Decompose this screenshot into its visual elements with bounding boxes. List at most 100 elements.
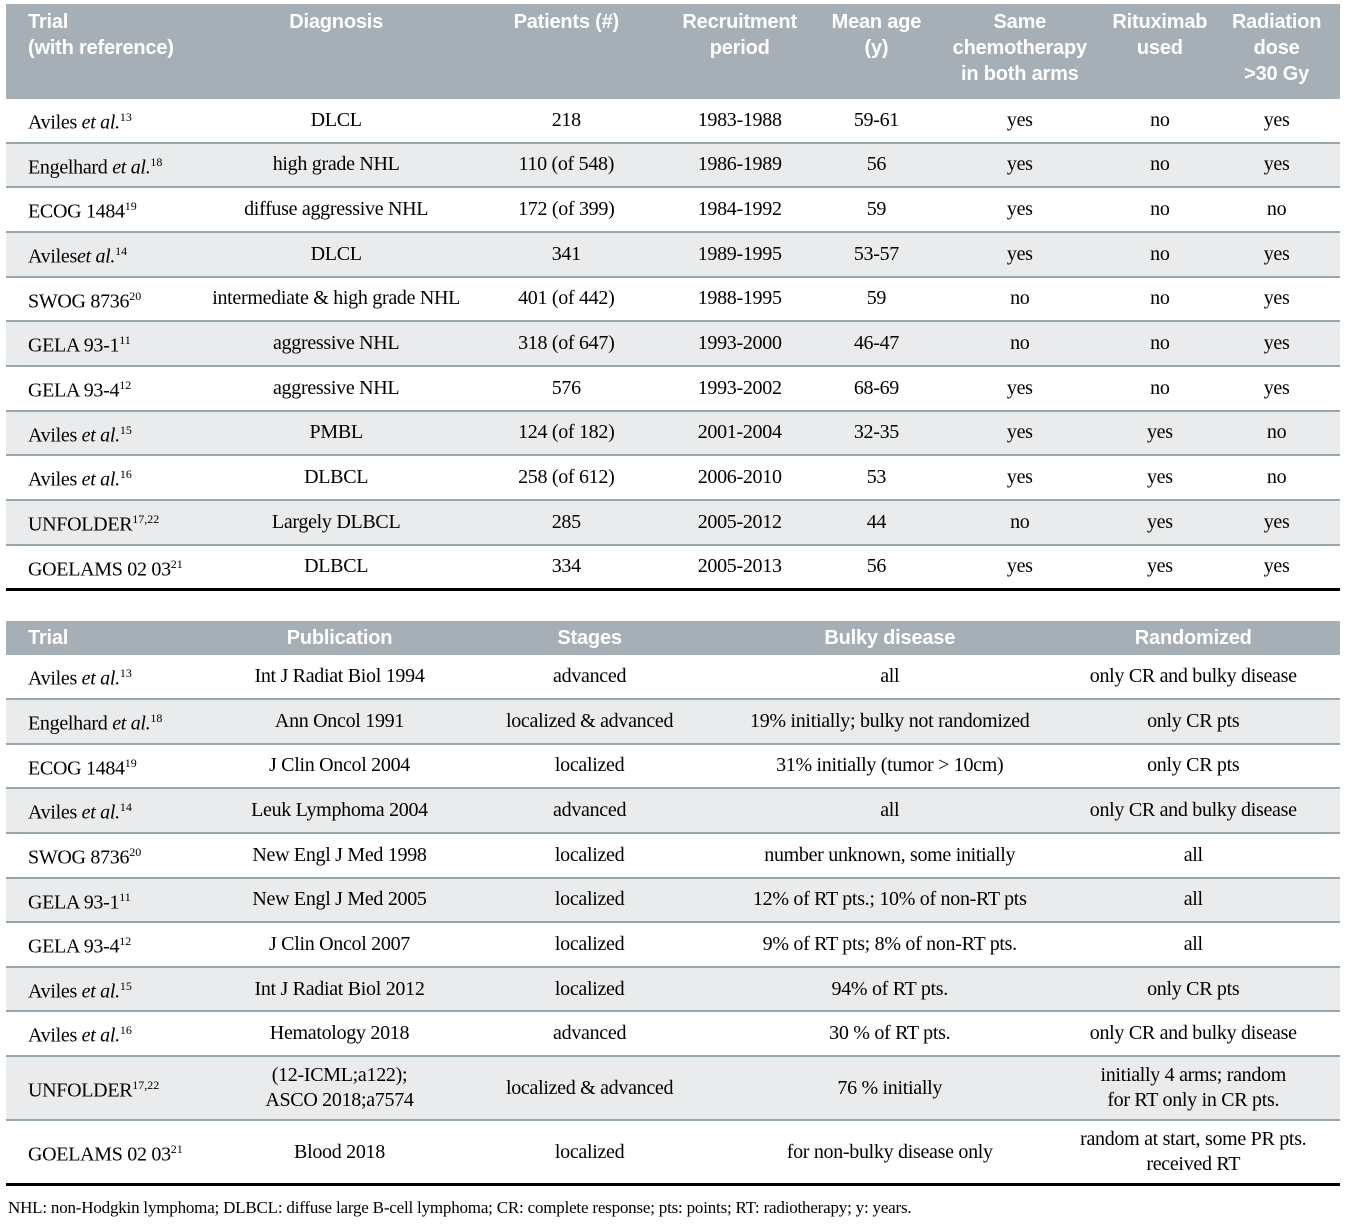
cell-publication: Hematology 2018	[269, 1022, 410, 1045]
trial-etal: et al.	[112, 712, 151, 735]
cell-rituximab-used: no	[1106, 230, 1214, 278]
cell-diagnosis: DLCL	[310, 108, 362, 131]
cell-patients: 172 (of 399)	[518, 198, 615, 221]
trial-reference-sup: 21	[170, 1141, 183, 1156]
cell-bulky-disease: 9% of RT pts; 8% of non-RT pts.	[762, 932, 1018, 955]
trial-name: Aviles	[28, 111, 82, 134]
cell-radiation-dose: no	[1266, 466, 1287, 489]
trial-name: Aviles	[28, 801, 82, 824]
cell-radiation-dose: yes	[1263, 555, 1290, 578]
cell-stages: advanced	[446, 787, 733, 834]
trial-reference-sup: 21	[170, 556, 183, 571]
table-row: Aviles et al.13 DLCL 218 1983-1988 59-61 yes n…	[6, 99, 1340, 143]
cell-recruitment-period: 1983-1988	[697, 108, 782, 131]
trial-name: GELA 93-4	[28, 935, 120, 958]
trial-reference-sup: 15	[119, 978, 132, 993]
column-header-same-chemotherapy: Same chemotherapy in both arms	[933, 4, 1107, 99]
cell-bulky-disease: for non-bulky disease only	[786, 1140, 993, 1163]
cell-trial: SWOG 873620	[6, 277, 199, 322]
cell-mean-age: 44	[819, 498, 934, 546]
cell-bulky-disease: 30 % of RT pts.	[829, 1022, 951, 1045]
trial-name: GELA 93-4	[28, 379, 120, 402]
trial-reference-sup: 15	[119, 422, 132, 437]
cell-trial: Avileset al.14	[6, 230, 200, 278]
cell-publication: Int J Radiat Biol 1994	[254, 665, 425, 688]
cell-diagnosis: high grade NHL	[199, 141, 473, 189]
cell-randomized: random at start, some PR pts. received R…	[1080, 1128, 1307, 1176]
table-row: UNFOLDER17,22 Largely DLBCL 285 2005-2012 44…	[6, 498, 1340, 546]
trial-etal: et al.	[81, 667, 121, 690]
cell-rituximab-used: yes	[1146, 466, 1173, 489]
cell-mean-age: 59-61	[853, 108, 899, 131]
cell-trial: Aviles et al.14	[6, 787, 233, 834]
table-row: Avileset al.14 DLCL 341 1989-1995 53-57 yes no…	[6, 230, 1340, 278]
trial-name: GELA 93-1	[28, 891, 120, 914]
trial-reference-sup: 12	[119, 934, 132, 949]
cell-randomized: only CR pts	[1046, 697, 1340, 745]
cell-publication: J Clin Oncol 2004	[268, 754, 410, 777]
trial-etal: et al.	[81, 111, 121, 134]
cell-rituximab-used: yes	[1106, 498, 1214, 546]
cell-stages: localized	[554, 754, 625, 777]
cell-trial: SWOG 873620	[6, 833, 233, 878]
cell-patients: 110 (of 548)	[472, 141, 660, 189]
cell-rituximab-used: no	[1106, 141, 1214, 189]
table-row: SWOG 873620 New Engl J Med 1998 localized n…	[6, 833, 1340, 878]
cell-rituximab-used: no	[1150, 198, 1170, 221]
cell-radiation-dose: yes	[1213, 230, 1340, 278]
cell-diagnosis: PMBL	[199, 409, 473, 457]
trial-name: Aviles	[28, 245, 77, 268]
trial-reference-sup: 13	[119, 666, 132, 681]
cell-mean-age: 53	[866, 466, 887, 489]
table-row: GELA 93-412 J Clin Oncol 2007 localized 9% …	[6, 922, 1340, 967]
cell-mean-age: 59	[866, 287, 887, 310]
cell-rituximab-used: no	[1150, 287, 1170, 310]
trial-name: SWOG 8736	[28, 290, 130, 313]
cell-patients: 258 (of 612)	[518, 466, 615, 489]
cell-mean-age: 56	[866, 555, 887, 578]
cell-stages: advanced	[553, 1022, 627, 1045]
table-row: GELA 93-111 New Engl J Med 2005 localized 1…	[6, 876, 1340, 924]
cell-same-chemotherapy: no	[933, 320, 1107, 367]
cell-patients: 341	[472, 230, 660, 278]
cell-randomized: all	[1046, 876, 1340, 924]
cell-recruitment-period: 2006-2010	[697, 466, 782, 489]
cell-randomized: all	[1183, 843, 1203, 866]
cell-patients: 334	[551, 555, 581, 578]
cell-diagnosis: diffuse aggressive NHL	[244, 198, 429, 221]
column-header-radiation-dose: Radiation dose >30 Gy	[1213, 4, 1340, 99]
column-header-bulky-disease: Bulky disease	[733, 621, 1047, 656]
cell-patients: 318 (of 647)	[472, 320, 660, 367]
table-gap	[6, 591, 1340, 621]
trial-etal: et al.	[81, 980, 121, 1003]
cell-diagnosis: aggressive NHL	[272, 376, 400, 399]
cell-stages: advanced	[553, 665, 627, 688]
cell-radiation-dose: yes	[1263, 287, 1290, 310]
cell-rituximab-used: no	[1150, 376, 1170, 399]
cell-patients: 285	[472, 498, 660, 546]
trial-name: Engelhard	[28, 156, 113, 179]
cell-randomized: only CR and bulky disease	[1089, 1022, 1297, 1045]
cell-publication: New Engl J Med 1998	[252, 843, 427, 866]
column-header-trial: Trial	[6, 621, 233, 656]
cell-patients: 218	[551, 108, 581, 131]
cell-radiation-dose: no	[1213, 409, 1340, 457]
trial-name: Aviles	[28, 980, 82, 1003]
table-row: Engelhard et al.18 Ann Oncol 1991 localize…	[6, 697, 1340, 745]
cell-same-chemotherapy: no	[933, 498, 1107, 546]
cell-recruitment-period: 2005-2013	[697, 555, 782, 578]
cell-randomized: only CR pts	[1147, 754, 1240, 777]
cell-randomized: only CR pts	[1046, 965, 1340, 1013]
table-row: UNFOLDER17,22 (12-ICML;a122); ASCO 2018;a…	[6, 1055, 1340, 1122]
trial-etal: et al.	[81, 468, 121, 491]
cell-publication: Leuk Lymphoma 2004	[232, 787, 447, 834]
cell-bulky-disease: 31% initially (tumor > 10cm)	[776, 754, 1004, 777]
table-row: GOELAMS 02 0321 DLBCL 334 2005-2013 56 yes yes…	[6, 545, 1340, 590]
cell-trial: Engelhard et al.18	[6, 141, 200, 189]
column-header-diagnosis: Diagnosis	[199, 4, 473, 99]
cell-trial: GOELAMS 02 0321	[6, 1120, 233, 1185]
cell-same-chemotherapy: yes	[1006, 466, 1033, 489]
trial-reference-sup: 16	[119, 467, 132, 482]
cell-bulky-disease: all	[880, 665, 900, 688]
cell-same-chemotherapy: yes	[1006, 198, 1033, 221]
